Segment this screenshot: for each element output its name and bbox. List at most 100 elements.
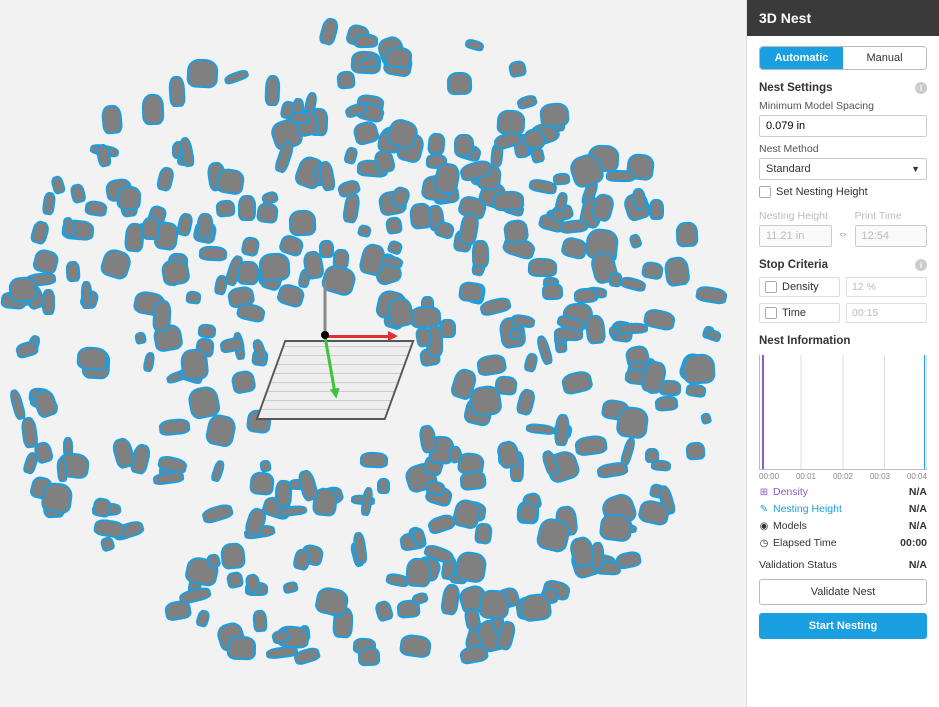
model-instance[interactable] [526, 423, 555, 436]
model-instance[interactable] [649, 199, 665, 221]
stop-time-value[interactable]: 00:15 [846, 303, 927, 323]
model-instance[interactable] [464, 38, 485, 53]
model-instance[interactable] [459, 644, 490, 666]
start-button[interactable]: Start Nesting [759, 613, 927, 639]
model-instance[interactable] [651, 459, 672, 472]
model-instance[interactable] [198, 245, 227, 262]
model-instance[interactable] [561, 369, 595, 396]
model-instance[interactable] [289, 111, 310, 124]
model-instance[interactable] [584, 314, 606, 345]
model-instance[interactable] [134, 331, 148, 345]
model-instance[interactable] [524, 129, 546, 149]
model-instance[interactable] [227, 635, 256, 660]
model-instance[interactable] [385, 215, 403, 235]
model-instance[interactable] [472, 240, 489, 268]
info-icon[interactable]: i [915, 259, 927, 271]
model-instance[interactable] [282, 580, 299, 594]
model-instance[interactable] [91, 496, 112, 518]
model-instance[interactable] [377, 478, 390, 494]
model-instance[interactable] [493, 191, 525, 212]
model-instance[interactable] [65, 261, 80, 283]
model-instance[interactable] [197, 212, 214, 238]
viewport-3d[interactable] [0, 0, 746, 707]
model-instance[interactable] [619, 275, 647, 293]
model-instance[interactable] [675, 221, 698, 247]
model-instance[interactable] [204, 413, 238, 449]
model-instance[interactable] [454, 550, 488, 584]
model-instance[interactable] [116, 185, 142, 211]
model-instance[interactable] [574, 287, 599, 304]
model-instance[interactable] [373, 599, 394, 623]
model-instance[interactable] [336, 70, 356, 89]
model-instance[interactable] [142, 352, 156, 374]
model-instance[interactable] [209, 459, 225, 483]
model-instance[interactable] [220, 542, 246, 570]
model-instance[interactable] [615, 405, 650, 440]
model-instance[interactable] [142, 93, 165, 124]
model-instance[interactable] [32, 247, 61, 275]
model-instance[interactable] [598, 513, 633, 544]
model-instance[interactable] [292, 548, 313, 572]
model-instance[interactable] [226, 571, 244, 590]
model-instance[interactable] [259, 253, 292, 283]
model-instance[interactable] [141, 216, 160, 240]
model-instance[interactable] [197, 323, 216, 339]
model-instance[interactable] [319, 239, 334, 258]
model-instance[interactable] [357, 647, 380, 667]
model-instance[interactable] [195, 609, 212, 629]
model-instance[interactable] [98, 247, 133, 282]
model-instance[interactable] [215, 167, 245, 196]
model-instance[interactable] [354, 33, 378, 48]
set-height-row[interactable]: Set Nesting Height [759, 186, 927, 198]
model-instance[interactable] [523, 351, 539, 373]
model-instance[interactable] [384, 46, 412, 68]
model-instance[interactable] [317, 160, 336, 192]
model-instance[interactable] [14, 340, 39, 361]
model-instance[interactable] [535, 334, 554, 366]
model-instance[interactable] [318, 16, 341, 46]
model-instance[interactable] [405, 557, 432, 588]
model-instance[interactable] [664, 256, 691, 288]
model-instance[interactable] [223, 68, 250, 86]
model-instance[interactable] [240, 236, 261, 258]
model-instance[interactable] [8, 388, 27, 421]
model-instance[interactable] [230, 369, 257, 395]
mode-manual[interactable]: Manual [843, 47, 926, 69]
model-instance[interactable] [40, 481, 74, 514]
model-instance[interactable] [685, 442, 706, 462]
stop-time-checkbox[interactable] [765, 307, 777, 319]
model-instance[interactable] [185, 290, 201, 304]
model-instance[interactable] [596, 461, 629, 480]
stop-density-checkbox[interactable] [765, 281, 777, 293]
model-instance[interactable] [507, 60, 527, 79]
model-instance[interactable] [176, 211, 194, 236]
model-instance[interactable] [560, 235, 589, 260]
model-instance[interactable] [554, 414, 570, 447]
model-instance[interactable] [516, 93, 539, 110]
model-instance[interactable] [168, 76, 185, 108]
model-instance[interactable] [528, 257, 557, 277]
stop-time-row[interactable]: Time [759, 303, 840, 323]
model-instance[interactable] [574, 434, 608, 456]
model-instance[interactable] [705, 328, 721, 343]
model-instance[interactable] [110, 436, 137, 470]
model-instance[interactable] [158, 417, 190, 436]
model-instance[interactable] [76, 346, 108, 372]
model-instance[interactable] [695, 285, 728, 306]
model-instance[interactable] [264, 74, 281, 106]
model-instance[interactable] [398, 633, 432, 659]
model-instance[interactable] [235, 301, 266, 324]
model-instance[interactable] [590, 542, 604, 570]
model-instance[interactable] [41, 191, 56, 216]
model-instance[interactable] [8, 276, 37, 303]
model-instance[interactable] [440, 583, 462, 617]
info-icon[interactable]: i [915, 82, 927, 94]
axis-y[interactable] [324, 282, 327, 337]
model-instance[interactable] [475, 353, 507, 377]
model-instance[interactable] [252, 609, 267, 632]
model-instance[interactable] [249, 471, 275, 496]
model-instance[interactable] [503, 219, 530, 245]
model-instance[interactable] [343, 145, 359, 165]
model-instance[interactable] [418, 424, 438, 455]
model-instance[interactable] [608, 271, 623, 288]
